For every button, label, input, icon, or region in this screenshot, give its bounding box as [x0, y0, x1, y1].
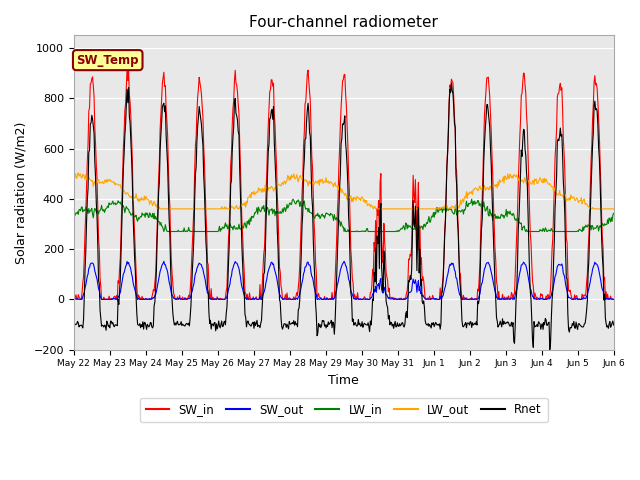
SW_in [70, 295, 77, 301]
Line: SW_in: SW_in [74, 69, 614, 300]
SW_out [191, 275, 198, 281]
Y-axis label: Solar radiation (W/m2): Solar radiation (W/m2) [15, 121, 28, 264]
LW_in [468, 196, 476, 202]
Rnet [70, 325, 77, 331]
SW_in [610, 297, 618, 302]
Rnet [190, 233, 198, 239]
SW_out [411, 280, 419, 286]
Rnet [135, 323, 143, 328]
SW_out [340, 258, 348, 264]
LW_out [191, 206, 199, 212]
Rnet [80, 317, 88, 323]
LW_in [80, 207, 88, 213]
Rnet [425, 324, 433, 329]
SW_in [411, 200, 419, 205]
LW_out [70, 176, 77, 181]
Line: SW_out: SW_out [74, 261, 614, 300]
LW_in [410, 227, 418, 232]
LW_out [154, 206, 162, 212]
LW_out [610, 206, 618, 212]
Rnet [219, 324, 227, 329]
SW_out [81, 289, 88, 295]
Text: SW_Temp: SW_Temp [76, 54, 139, 67]
LW_in [426, 219, 433, 225]
SW_out [427, 297, 435, 302]
SW_in [427, 297, 435, 302]
LW_out [411, 206, 419, 212]
Rnet [447, 80, 455, 86]
LW_out [136, 196, 144, 202]
SW_in [191, 143, 199, 148]
SW_in [70, 297, 78, 302]
SW_out [610, 297, 618, 302]
Line: Rnet: Rnet [74, 83, 614, 350]
LW_out [427, 206, 435, 212]
Line: LW_in: LW_in [74, 199, 614, 231]
LW_in [191, 228, 198, 234]
Title: Four-channel radiometer: Four-channel radiometer [249, 15, 438, 30]
SW_out [70, 296, 77, 302]
LW_in [160, 228, 168, 234]
X-axis label: Time: Time [328, 374, 359, 387]
LW_in [70, 213, 77, 218]
LW_in [610, 211, 618, 216]
SW_in [137, 295, 145, 301]
SW_out [136, 297, 144, 302]
Rnet [410, 198, 417, 204]
LW_out [81, 174, 88, 180]
Rnet [610, 322, 618, 328]
SW_in [220, 297, 228, 302]
SW_in [81, 254, 88, 260]
LW_in [220, 225, 227, 230]
Rnet [546, 347, 554, 353]
Legend: SW_in, SW_out, LW_in, LW_out, Rnet: SW_in, SW_out, LW_in, LW_out, Rnet [140, 397, 548, 422]
SW_out [70, 297, 78, 302]
LW_out [74, 170, 82, 176]
LW_in [135, 216, 143, 222]
LW_out [220, 206, 228, 212]
SW_out [220, 296, 227, 302]
Line: LW_out: LW_out [74, 173, 614, 209]
SW_in [124, 66, 131, 72]
